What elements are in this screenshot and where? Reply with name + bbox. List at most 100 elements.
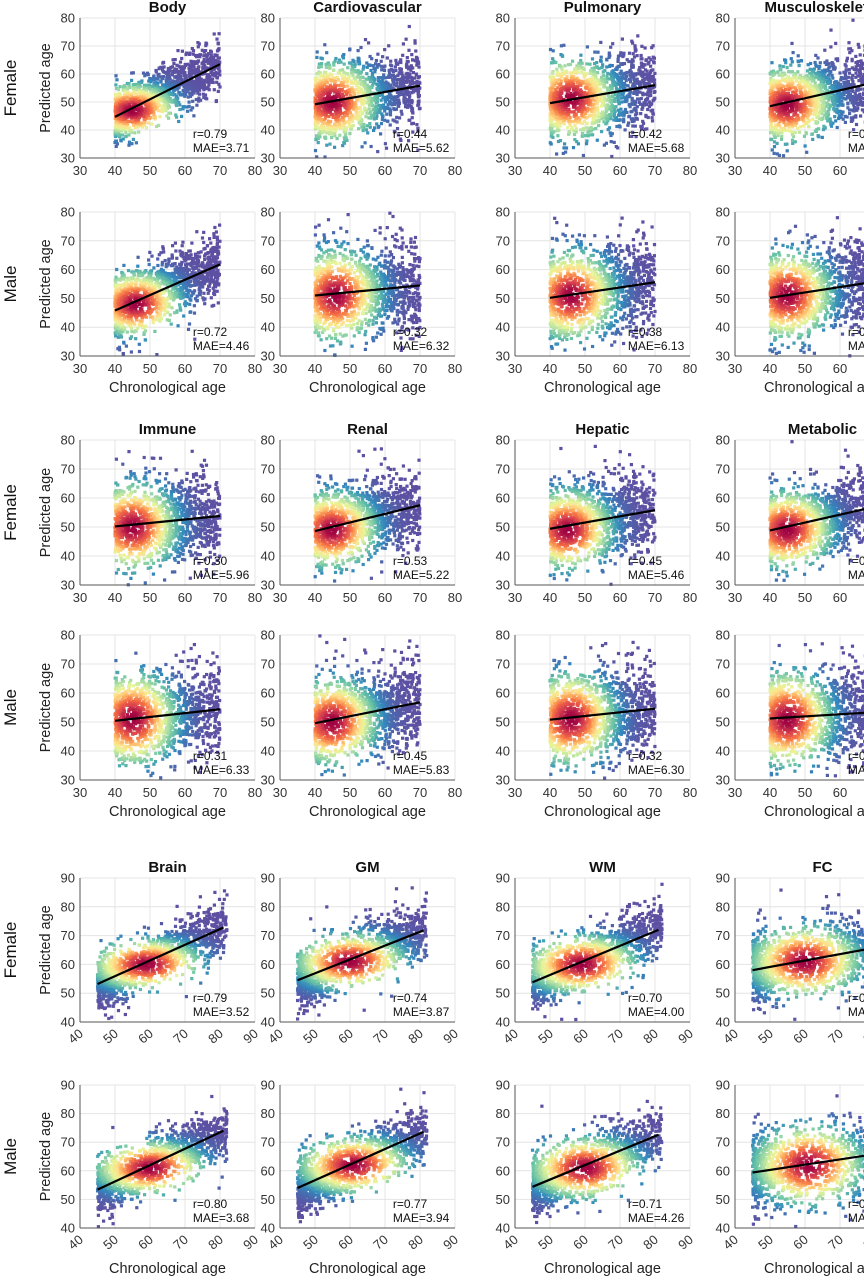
scatter-point: [155, 125, 158, 128]
scatter-point: [395, 62, 398, 65]
scatter-point: [195, 98, 198, 101]
scatter-point: [406, 60, 409, 63]
scatter-point: [114, 74, 117, 77]
scatter-point: [179, 61, 182, 64]
scatter-point: [121, 133, 124, 136]
scatter-point: [115, 140, 118, 143]
scatter-point: [395, 116, 398, 119]
x-tick-label: 60: [178, 163, 192, 178]
scatter-point: [114, 83, 117, 86]
scatter-point: [198, 55, 201, 58]
scatter-point: [128, 141, 131, 144]
scatter-point: [405, 66, 408, 69]
x-tick-label: 30: [73, 163, 87, 178]
scatter-point: [359, 46, 362, 49]
scatter-point: [115, 78, 118, 81]
scatter-point: [152, 116, 155, 119]
scatter-point: [215, 100, 218, 103]
scatter-point: [387, 44, 390, 47]
scatter-point: [410, 109, 413, 112]
scatter-point: [405, 72, 408, 75]
scatter-point: [186, 110, 189, 113]
scatter-point: [195, 104, 198, 107]
scatter-point: [401, 54, 404, 57]
stat-r: r=0.79: [193, 127, 228, 141]
scatter-point: [143, 74, 146, 77]
scatter-point: [207, 62, 210, 65]
scatter-point: [184, 53, 187, 56]
scatter-point: [414, 42, 417, 45]
scatter-point: [394, 59, 397, 62]
scatter-point: [206, 73, 209, 76]
y-tick-label: 40: [61, 123, 75, 138]
scatter-point: [217, 90, 220, 93]
scatter-point: [417, 100, 420, 103]
scatter-point: [380, 60, 383, 63]
scatter-point: [117, 88, 120, 91]
scatter-point: [418, 107, 421, 110]
scatter-point: [140, 121, 143, 124]
scatter-point: [414, 49, 417, 52]
scatter-point: [172, 62, 175, 65]
scatter-point: [130, 79, 133, 82]
scatter-point: [367, 41, 370, 44]
row-label-female: Female: [1, 922, 20, 979]
scatter-point: [415, 64, 418, 67]
scatter-point: [381, 55, 384, 58]
scatter-point: [202, 96, 205, 99]
scatter-point: [395, 81, 398, 84]
panel-cardiovascular-female-1: 30405060708030 40 50 60 70 80Cardiovascularr=…: [261, 0, 463, 178]
scatter-point: [392, 83, 395, 86]
scatter-point: [407, 49, 410, 52]
scatter-point: [160, 109, 163, 112]
scatter-point: [411, 58, 414, 61]
x-tick-label: 40: [108, 163, 122, 178]
scatter-point: [408, 25, 411, 28]
scatter-point: [159, 80, 162, 83]
scatter-point: [181, 50, 184, 53]
scatter-point: [163, 65, 166, 68]
scatter-point: [392, 80, 395, 83]
scatter-point: [188, 53, 191, 56]
scatter-point: [398, 116, 401, 119]
scatter-point: [218, 85, 221, 88]
x-tick-label: 70: [213, 163, 227, 178]
scatter-point: [198, 42, 201, 45]
scatter-point: [404, 105, 407, 108]
scatter-point: [175, 104, 178, 107]
scatter-point: [400, 110, 403, 113]
y-tick-label: 50: [61, 95, 75, 110]
scatter-point: [180, 115, 183, 118]
scatter-point: [215, 81, 218, 84]
stat-mae: MAE=3.71: [193, 141, 250, 155]
scatter-point: [176, 88, 179, 91]
scatter-point: [217, 42, 220, 45]
scatter-point: [410, 53, 413, 56]
scatter-point: [156, 78, 159, 81]
scatter-point: [410, 122, 413, 125]
scatter-point: [402, 42, 405, 45]
row-label-male: Male: [1, 1138, 20, 1175]
scatter-point: [132, 83, 135, 86]
scatter-point: [211, 74, 214, 77]
scatter-point: [174, 113, 177, 116]
panel-title: Body: [149, 0, 187, 16]
row-label-female: Female: [1, 484, 20, 541]
scatter-point: [397, 104, 400, 107]
scatter-point: [389, 60, 392, 63]
scatter-point: [147, 121, 150, 124]
scatter-point: [415, 56, 418, 59]
scatter-point: [190, 108, 193, 111]
row-label-female: Female: [1, 60, 20, 117]
scatter-point: [210, 51, 213, 54]
scatter-point: [202, 54, 205, 57]
scatter-point: [176, 49, 179, 52]
scatter-point: [408, 119, 411, 122]
x-tick-label: 50: [143, 163, 157, 178]
scatter-point: [215, 38, 218, 41]
figure-canvas: FemaleMaleFemaleMaleFemaleMale3040506070…: [0, 0, 864, 1280]
scatter-point: [410, 91, 413, 94]
scatter-point: [388, 69, 391, 72]
scatter-point: [384, 142, 387, 145]
